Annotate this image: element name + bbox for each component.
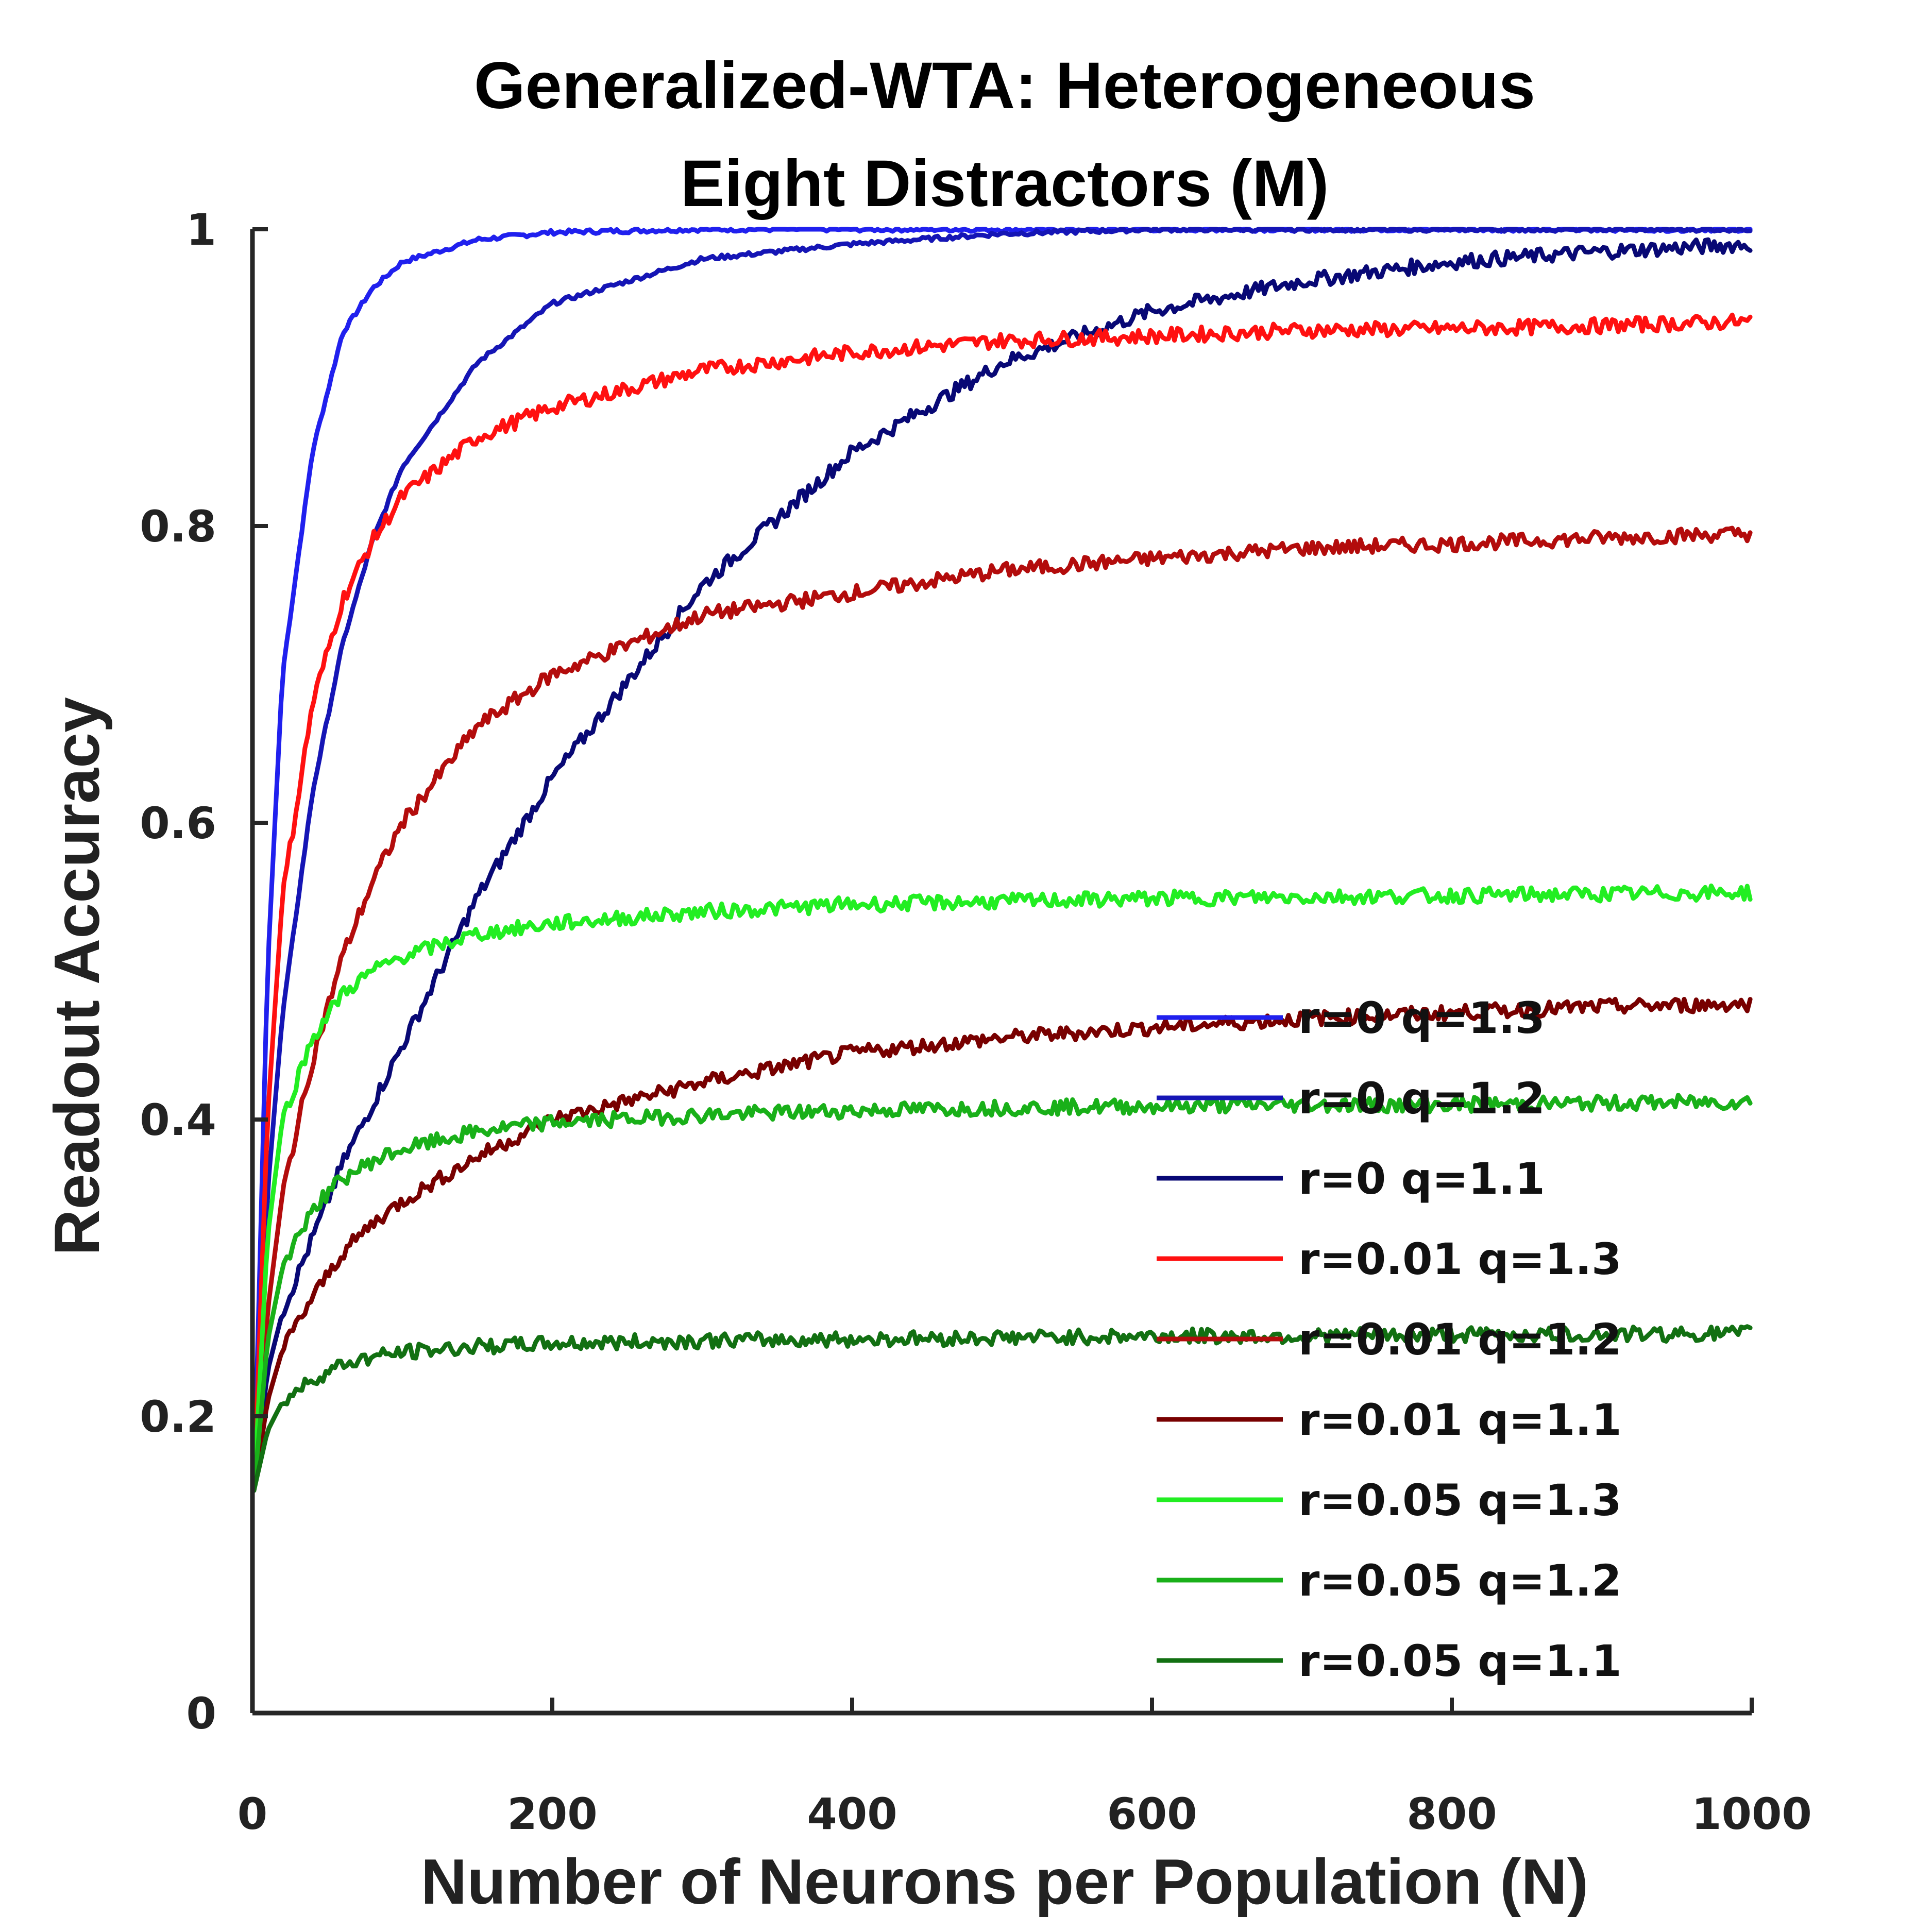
series-line-3	[251, 237, 1753, 1493]
series-line-1	[251, 227, 1753, 1493]
legend-label: r=0 q=1.1	[1298, 1154, 1545, 1204]
plot-area	[251, 227, 1753, 1493]
legend-label: r=0.01 q=1.3	[1298, 1234, 1622, 1284]
y-tick-label: 0.6	[140, 798, 216, 849]
series-line-6	[251, 996, 1753, 1493]
legend-label: r=0.05 q=1.2	[1298, 1555, 1622, 1606]
axes: 0 200 400 600 800 1000 0 0.2 0.4 0.6 0.8 1	[140, 205, 1812, 1839]
x-tick-label: 1000	[1691, 1789, 1812, 1839]
chart-title-line-1: Generalized-WTA: Heterogeneous	[474, 49, 1535, 123]
x-tick-label: 800	[1406, 1789, 1497, 1839]
legend-label: r=0.01 q=1.2	[1298, 1314, 1622, 1365]
y-tick-label: 1	[187, 205, 216, 255]
series-line-2	[251, 227, 1753, 1493]
x-axis-label: Number of Neurons per Population (N)	[421, 1846, 1588, 1918]
legend-label: r=0.05 q=1.1	[1298, 1636, 1622, 1686]
x-tick-label: 600	[1107, 1789, 1197, 1839]
y-tick-label: 0.4	[140, 1095, 216, 1145]
legend-label: r=0.05 q=1.3	[1298, 1475, 1622, 1526]
series-line-5	[251, 526, 1753, 1493]
legend-label: r=0 q=1.3	[1298, 993, 1545, 1043]
series-line-9	[251, 1324, 1753, 1493]
x-tick-label: 200	[507, 1789, 597, 1839]
legend-label: r=0.01 q=1.1	[1298, 1395, 1622, 1445]
chart-title-line-2: Eight Distractors (M)	[681, 147, 1329, 221]
y-tick-label: 0.8	[140, 501, 216, 552]
y-axis-label: Readout Accuracy	[42, 697, 113, 1256]
y-tick-label: 0.2	[140, 1392, 216, 1442]
series-line-8	[251, 1093, 1753, 1493]
x-tick-label: 0	[238, 1789, 267, 1839]
series-line-4	[251, 312, 1753, 1493]
y-tick-label: 0	[187, 1688, 216, 1739]
series-line-7	[251, 883, 1753, 1493]
x-tick-label: 400	[807, 1789, 897, 1839]
legend: r=0 q=1.3 r=0 q=1.2 r=0 q=1.1 r=0.01 q=1.3 r…	[1157, 993, 1622, 1686]
legend-label: r=0 q=1.2	[1298, 1073, 1545, 1124]
